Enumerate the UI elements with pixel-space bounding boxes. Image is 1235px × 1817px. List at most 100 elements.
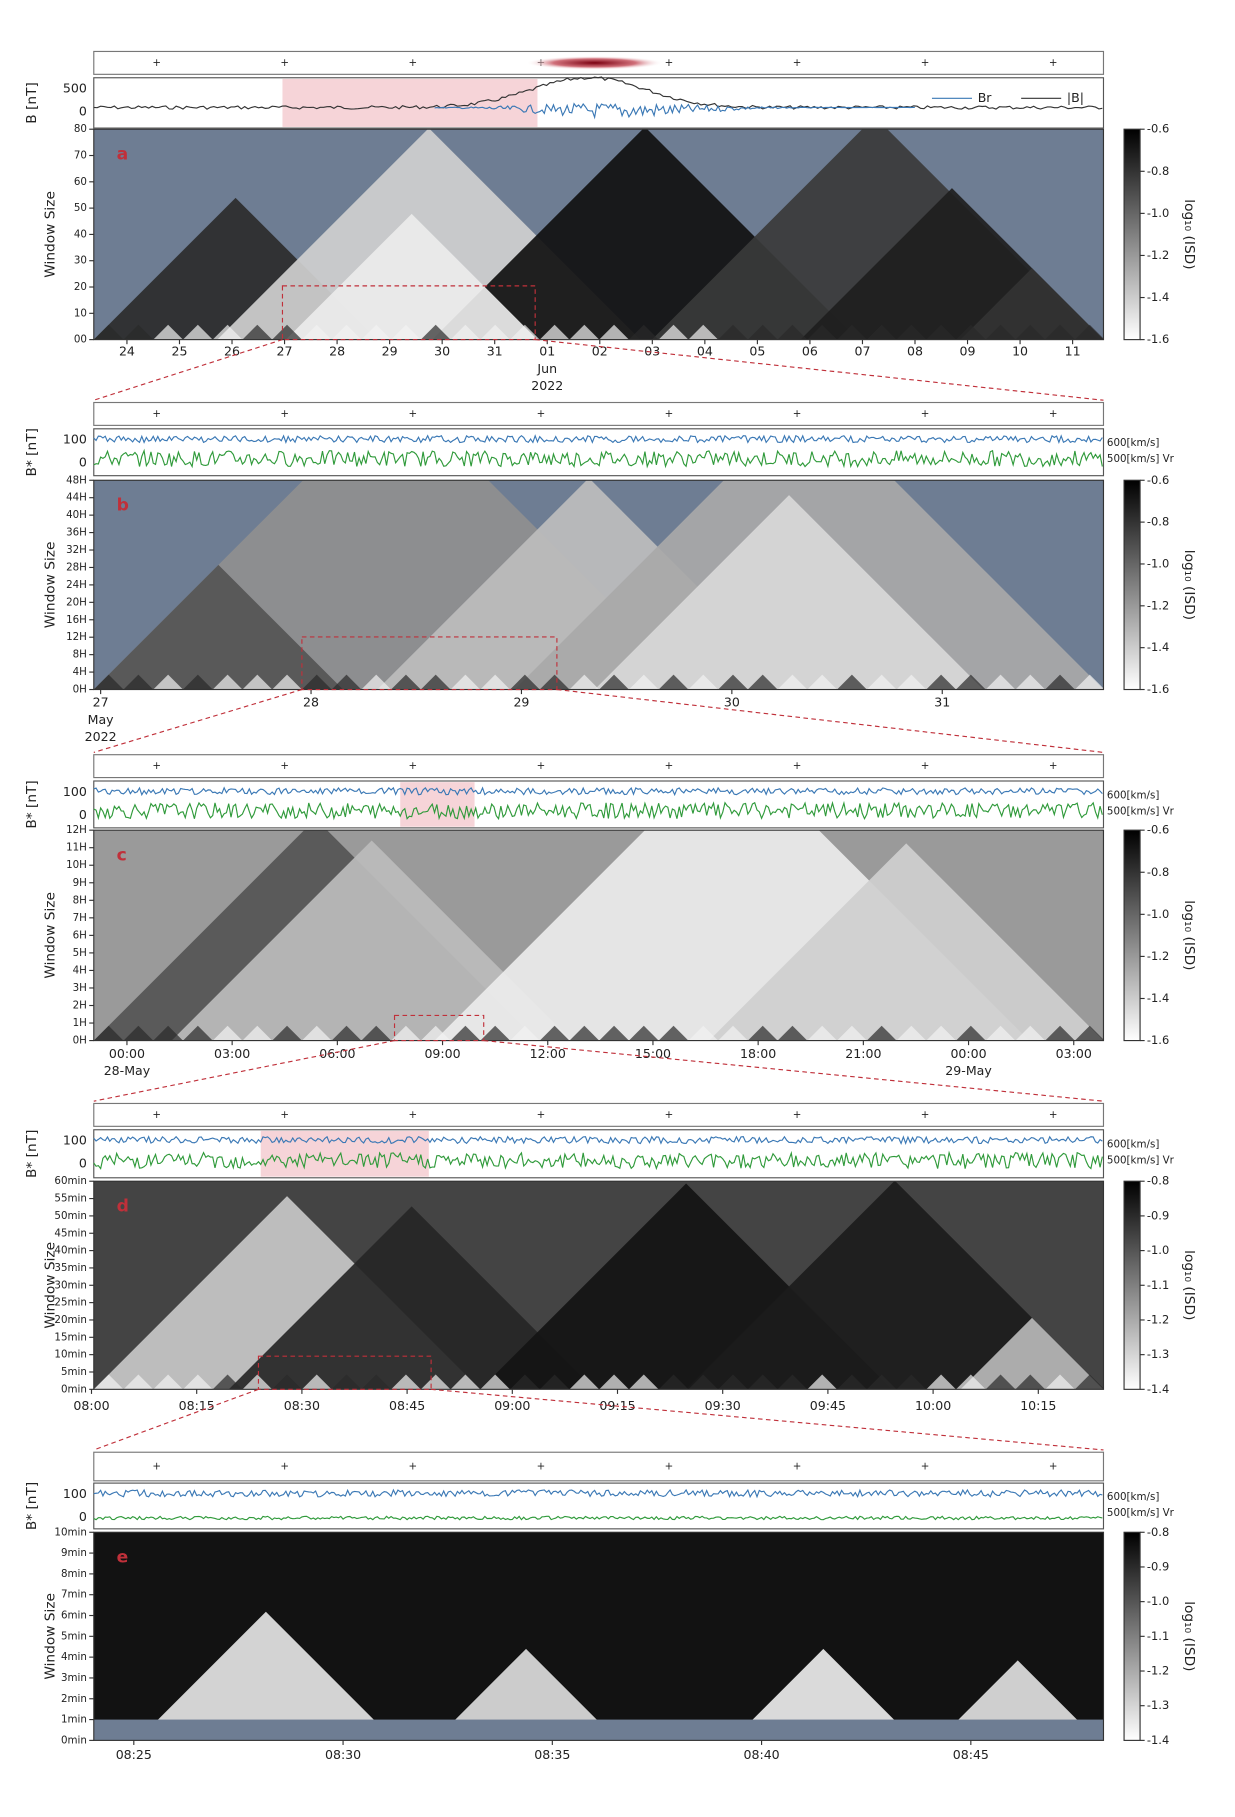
heatmap-texture — [708, 843, 1104, 1041]
y-tick-label: 8H — [73, 894, 87, 906]
heatmap-texture — [807, 324, 838, 340]
y-tick-label: 1H — [73, 1017, 87, 1029]
top-strip — [93, 1451, 1105, 1482]
colorbar-tick-label: -0.9 — [1147, 1208, 1169, 1222]
x-tick-label: 08:30 — [325, 1747, 361, 1762]
strip-marker: + — [793, 1461, 802, 1473]
heatmap-texture — [272, 324, 302, 340]
heatmap-texture — [539, 1025, 570, 1041]
colorbar-tick-label: -0.6 — [1147, 473, 1169, 487]
b-tick-label: 100 — [63, 1133, 87, 1148]
colorbar-tick-label: -0.8 — [1147, 865, 1169, 879]
y-tick-label: 15min — [54, 1331, 86, 1343]
zoom-line — [535, 339, 1104, 401]
v-label: 500[km/s] Vr — [1107, 805, 1175, 817]
colorbar-tick-label: -1.6 — [1147, 1033, 1169, 1047]
strip-marker: + — [152, 1109, 161, 1121]
strip-marker: + — [537, 408, 546, 420]
heatmap-texture — [420, 674, 451, 690]
zoom-box — [281, 285, 536, 341]
heatmap-texture — [896, 1374, 927, 1390]
x-tick-label: 09:15 — [599, 1398, 635, 1413]
strip-marker: + — [921, 1109, 930, 1121]
heatmap-texture — [510, 324, 540, 340]
y-tick-label: 10 — [74, 307, 87, 319]
heatmap-texture — [658, 1374, 689, 1390]
heatmap-texture — [985, 1374, 1016, 1390]
heatmap-texture — [599, 674, 629, 690]
strip-marker: + — [665, 408, 674, 420]
heatmap-texture — [182, 1374, 213, 1390]
x-tick-label: 04 — [697, 344, 713, 359]
strip-marker: + — [665, 1461, 674, 1473]
panel-letter: a — [117, 144, 129, 164]
y-tick-label: 12H — [66, 631, 87, 643]
zoom-line — [93, 1388, 259, 1451]
colorbar-tick-label: -1.0 — [1147, 1594, 1169, 1608]
strip-marker: + — [665, 760, 674, 772]
heatmap-texture — [510, 674, 540, 690]
b-axis-label: B [nT] — [24, 82, 40, 124]
heatmap-texture — [569, 674, 600, 690]
x-tick-label: 11 — [1065, 344, 1081, 359]
x-tick-label: 29 — [382, 344, 398, 359]
trace-decoration — [93, 434, 1103, 445]
y-tick-label: 6min — [61, 1610, 87, 1622]
heatmap-texture — [182, 324, 213, 340]
colorbar-tick-label: -0.9 — [1147, 1559, 1169, 1573]
y-tick-label: 8H — [73, 649, 87, 661]
y-tick-label: 0H — [73, 684, 87, 696]
heatmap-texture — [450, 1374, 481, 1390]
heatmap-texture — [450, 324, 481, 340]
heatmap-texture — [182, 1025, 213, 1041]
y-tick-label: 11H — [66, 842, 87, 854]
y-tick-label: 36H — [66, 527, 87, 539]
y-tick-label: 44H — [66, 492, 87, 504]
colorbar-tick-label: -1.6 — [1147, 682, 1169, 696]
interval-shade — [260, 1130, 429, 1177]
heatmap-texture — [212, 324, 243, 340]
heatmap-texture — [985, 324, 1016, 340]
heatmap-texture — [212, 1374, 243, 1390]
x-tick-label: 05 — [749, 344, 765, 359]
heatmap-texture — [123, 1374, 154, 1390]
heatmap-texture — [153, 1025, 183, 1041]
heatmap-texture — [539, 324, 570, 340]
v-label: 600[km/s] — [1107, 1139, 1159, 1151]
strip-marker: + — [1049, 408, 1058, 420]
heatmap-texture — [866, 324, 897, 340]
v-label: 600[km/s] — [1107, 1491, 1159, 1503]
heatmap-texture — [599, 1374, 629, 1390]
heatmap-texture — [1015, 324, 1046, 340]
strip-marker: + — [152, 1461, 161, 1473]
x-tick-label: 31 — [934, 695, 950, 710]
y-tick-label: 28H — [66, 561, 87, 573]
b-panel — [93, 1129, 1105, 1179]
legend-label: Br — [978, 90, 993, 105]
b-panel — [93, 77, 1105, 129]
colorbar-label: log₁₀ (ISD) — [1181, 1601, 1197, 1671]
y-tick-label: 3min — [61, 1672, 87, 1684]
heatmap-texture — [450, 674, 481, 690]
heatmap-texture — [242, 1374, 273, 1390]
heatmap-texture — [1015, 1374, 1046, 1390]
heatmap-texture — [777, 324, 808, 340]
y-tick-label: 9min — [61, 1547, 87, 1559]
trace-decoration — [93, 800, 1103, 821]
heatmap-texture — [628, 674, 659, 690]
heatmap-texture — [93, 1374, 124, 1390]
strip-highlight — [526, 56, 664, 70]
y-axis-label: Window Size — [42, 191, 58, 278]
heatmap-texture — [955, 674, 986, 690]
heatmap-texture — [361, 674, 392, 690]
strip-marker: + — [537, 1109, 546, 1121]
heatmap-texture — [718, 1374, 748, 1390]
strip-marker: + — [152, 408, 161, 420]
x-tick-label: 28 — [329, 344, 345, 359]
heatmap-texture — [686, 1181, 1104, 1390]
colorbar-tick-label: -0.6 — [1147, 823, 1169, 837]
y-tick-label: 10min — [54, 1526, 86, 1538]
heatmap-texture — [569, 324, 600, 340]
strip-marker: + — [280, 1461, 289, 1473]
